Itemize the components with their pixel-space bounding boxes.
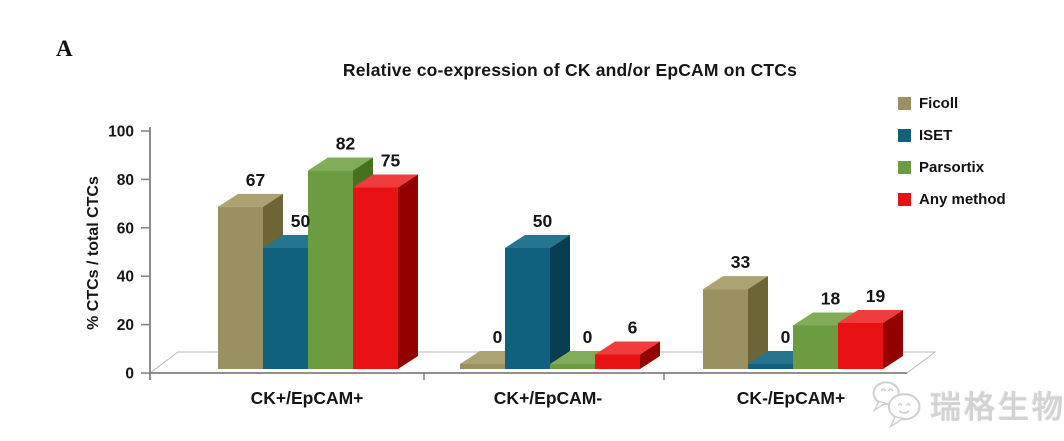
legend-swatch-icon — [898, 129, 911, 142]
bar-value-label: 0 — [583, 327, 593, 347]
legend-item-iset: ISET — [898, 126, 1006, 145]
bar-value-label: 75 — [381, 151, 401, 171]
bar-ficoll-ck-epcam — [703, 276, 768, 369]
bar-value-label: 0 — [781, 327, 791, 347]
bar-value-label: 67 — [246, 170, 265, 190]
legend-swatch-icon — [898, 97, 911, 110]
legend-item-any-method: Any method — [898, 190, 1006, 209]
legend-swatch-icon — [898, 161, 911, 174]
bar-any-method-ckepcam — [353, 174, 418, 369]
bar-value-label: 6 — [628, 317, 638, 337]
bar-value-label: 0 — [493, 327, 503, 347]
bar-any-method-ckepcam- — [595, 341, 660, 369]
y-tick-label: 80 — [117, 172, 134, 189]
bar-value-label: 50 — [533, 211, 553, 231]
y-tick-label: 100 — [108, 124, 134, 141]
legend-label: Any method — [919, 191, 1006, 208]
legend-swatch-icon — [898, 193, 911, 206]
category-label: CK+/EpCAM- — [494, 388, 603, 408]
legend-label: Ficoll — [919, 95, 959, 112]
legend-label: ISET — [919, 127, 953, 144]
bar-value-label: 33 — [731, 252, 751, 272]
category-label: CK-/EpCAM+ — [737, 388, 845, 408]
bar-value-label: 19 — [866, 286, 886, 306]
y-tick-label: 60 — [117, 220, 134, 237]
y-tick-label: 20 — [117, 317, 134, 334]
watermark: 瑞格生物 — [868, 370, 1064, 438]
watermark-text: 瑞格生物 — [930, 389, 1064, 425]
wechat-logo-icon — [872, 381, 921, 429]
chart-legend: Ficoll ISET Parsortix Any method — [898, 94, 1006, 222]
legend-item-ficoll: Ficoll — [898, 94, 1006, 113]
legend-item-parsortix: Parsortix — [898, 158, 1006, 177]
category-label: CK+/EpCAM+ — [251, 388, 364, 408]
bar-value-label: 82 — [336, 134, 356, 154]
bar-iset-ckepcam- — [505, 235, 570, 369]
legend-label: Parsortix — [919, 159, 985, 176]
bar-value-label: 50 — [291, 211, 311, 231]
panel-label: A — [56, 36, 73, 61]
bar-value-label: 18 — [821, 288, 841, 308]
bar-any-method-ck-epcam — [838, 310, 903, 369]
y-tick-label: 0 — [125, 366, 134, 383]
y-tick-label: 40 — [117, 269, 134, 286]
chart-title: Relative co-expression of CK and/or EpCA… — [342, 60, 798, 80]
